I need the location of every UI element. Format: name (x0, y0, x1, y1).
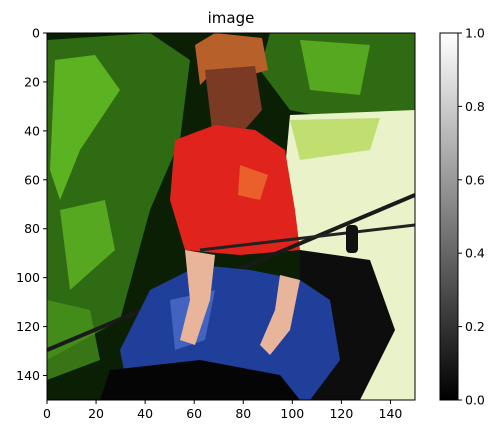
colorbar-tick-label: 0.4 (465, 246, 485, 261)
fishing-rod-2 (199, 223, 415, 252)
jacket-badge (238, 165, 268, 200)
colorbar-tick-label: 0.8 (465, 99, 485, 114)
photo (47, 33, 415, 400)
colorbar-tick-label: 0.6 (465, 172, 485, 187)
image-display (46, 32, 416, 401)
ground-shadow (100, 360, 300, 400)
x-tick-label: 80 (235, 406, 251, 421)
water-reflection (290, 118, 380, 160)
foliage-bright-left (50, 55, 120, 200)
x-tick-label: 20 (88, 406, 104, 421)
colorbar (439, 32, 459, 401)
y-tick-label: 60 (24, 172, 40, 187)
arm-right (260, 275, 300, 355)
x-tick-label: 140 (379, 406, 403, 421)
x-tick-label: 120 (329, 406, 353, 421)
x-tick-label: 40 (137, 406, 153, 421)
y-tick-label: 140 (16, 368, 40, 383)
image-frame (46, 32, 416, 401)
colorbar-tick-label: 0.0 (465, 393, 485, 408)
x-tick-label: 0 (43, 406, 51, 421)
arm-left (180, 250, 215, 345)
y-tick-label: 20 (24, 74, 40, 89)
colorbar-axis: 0.0 0.2 0.4 0.6 0.8 1.0 (458, 26, 485, 408)
chart-title: image (208, 9, 255, 27)
x-tick-label: 100 (280, 406, 304, 421)
x-axis: 0 20 40 60 80 100 120 140 (43, 400, 402, 421)
rod-reel (346, 225, 358, 253)
foliage-bright-top-right (300, 40, 370, 95)
face (205, 66, 262, 135)
y-tick-label: 0 (32, 26, 40, 41)
y-axis: 0 20 40 60 80 100 120 140 (16, 26, 47, 383)
colorbar-tick-label: 0.2 (465, 319, 485, 334)
jacket (170, 125, 300, 255)
x-tick-label: 60 (186, 406, 202, 421)
y-tick-label: 100 (16, 270, 40, 285)
y-tick-label: 120 (16, 319, 40, 334)
y-tick-label: 80 (24, 221, 40, 236)
foliage-bright-lower (60, 200, 115, 290)
y-tick-label: 40 (24, 123, 40, 138)
colorbar-tick-label: 1.0 (465, 26, 485, 41)
